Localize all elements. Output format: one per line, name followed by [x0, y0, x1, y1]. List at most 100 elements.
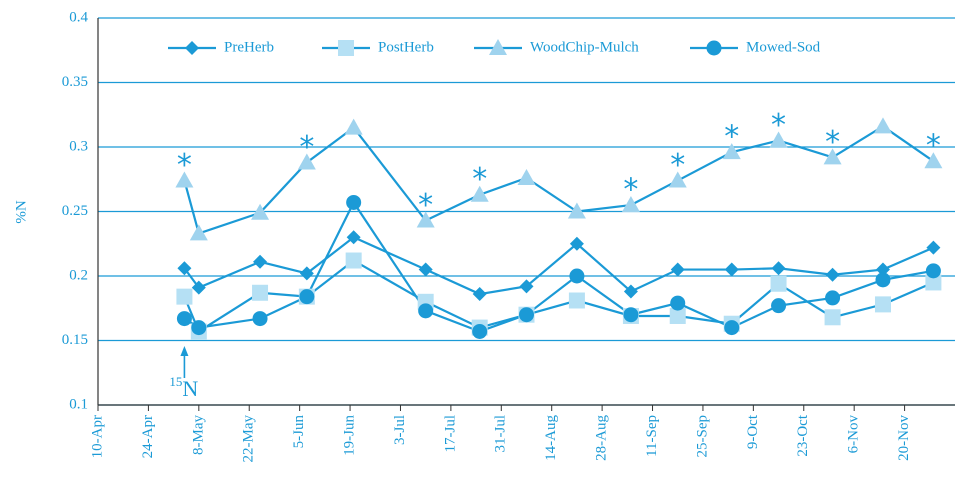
marker: [191, 280, 206, 295]
marker: [176, 288, 193, 305]
x-tick-label: 28-Aug: [594, 415, 610, 461]
annotation: *: [771, 108, 786, 143]
marker: [346, 194, 362, 210]
x-tick-label: 3-Jul: [392, 415, 408, 445]
x-tick-label: 10-Apr: [89, 415, 105, 458]
marker: [569, 268, 585, 284]
arrow-head: [180, 346, 189, 356]
marker: [175, 171, 194, 188]
x-tick-label: 17-Jul: [442, 415, 458, 453]
legend-item: Mowed-Sod: [690, 39, 821, 56]
marker: [416, 211, 435, 228]
marker: [185, 41, 199, 55]
legend-item: PostHerb: [322, 39, 434, 56]
marker: [252, 284, 269, 301]
annotation: *: [299, 130, 314, 165]
marker: [177, 261, 192, 276]
marker: [299, 266, 314, 281]
marker: [299, 289, 315, 305]
marker: [873, 117, 892, 134]
legend-item: PreHerb: [168, 39, 274, 55]
y-tick-label: 0.3: [69, 138, 88, 154]
marker: [470, 185, 489, 202]
marker: [191, 320, 207, 336]
annotation: *: [418, 188, 433, 223]
marker: [346, 230, 361, 245]
x-tick-label: 11-Sep: [644, 415, 660, 457]
annotation: *: [177, 148, 192, 183]
x-tick-label: 25-Sep: [694, 415, 710, 458]
annotation: *: [825, 125, 840, 160]
marker: [519, 279, 534, 294]
marker: [623, 284, 638, 299]
marker: [252, 311, 268, 327]
x-tick-label: 9-Oct: [745, 414, 761, 449]
marker: [568, 292, 585, 309]
marker: [517, 168, 536, 185]
series-line: [183, 200, 934, 333]
series-line: [183, 259, 934, 334]
series-line: [183, 125, 935, 235]
annotation: *: [724, 120, 739, 155]
legend-box: [160, 32, 910, 64]
isotope-symbol: N: [182, 376, 198, 401]
x-tick-label: 24-Apr: [140, 415, 156, 458]
annotation: *: [670, 148, 685, 183]
marker: [623, 307, 639, 323]
annotation: *: [623, 173, 638, 208]
x-tick-label: 22-May: [241, 415, 257, 463]
y-axis-label: %N: [13, 200, 29, 223]
marker: [706, 40, 722, 56]
marker: [189, 224, 208, 241]
marker: [338, 40, 354, 56]
legend-label: PreHerb: [224, 39, 274, 55]
x-tick-label: 31-Jul: [493, 415, 509, 453]
marker: [925, 274, 942, 291]
marker: [825, 267, 840, 282]
marker: [669, 307, 686, 324]
marker: [519, 307, 534, 323]
marker: [769, 131, 788, 148]
y-tick-label: 0.4: [69, 9, 88, 25]
legend-item: WoodChip-Mulch: [474, 39, 639, 55]
marker: [569, 236, 584, 251]
marker: [824, 309, 841, 326]
marker: [823, 148, 842, 165]
marker: [771, 298, 787, 314]
x-tick-label: 23-Oct: [795, 414, 811, 456]
marker: [567, 202, 586, 219]
marker: [668, 171, 687, 188]
legend-label: WoodChip-Mulch: [530, 39, 639, 55]
marker: [771, 261, 786, 276]
x-tick-label: 8-May: [190, 415, 206, 455]
x-tick-label: 5-Jun: [291, 415, 307, 449]
marker: [489, 39, 507, 55]
y-tick-label: 0.1: [69, 396, 88, 412]
annotation: *: [472, 162, 487, 197]
x-tick-label: 6-Nov: [846, 415, 862, 454]
marker: [472, 287, 487, 302]
y-tick-label: 0.35: [62, 74, 88, 90]
marker: [724, 262, 739, 277]
marker: [670, 262, 685, 277]
marker: [926, 240, 941, 255]
x-tick-label: 14-Aug: [543, 415, 559, 461]
marker: [670, 295, 686, 311]
marker: [472, 323, 488, 339]
marker: [875, 262, 890, 277]
marker: [724, 320, 740, 336]
x-tick-label: 20-Nov: [896, 415, 912, 461]
series-line: [183, 236, 934, 296]
marker: [925, 263, 941, 279]
y-tick-label: 0.15: [62, 332, 88, 348]
marker: [253, 254, 268, 269]
marker: [345, 252, 362, 269]
marker: [875, 272, 891, 288]
marker: [251, 203, 270, 220]
marker: [924, 152, 943, 169]
marker: [344, 118, 363, 135]
y-tick-label: 0.25: [62, 203, 88, 219]
marker: [825, 290, 841, 306]
marker: [621, 196, 640, 213]
